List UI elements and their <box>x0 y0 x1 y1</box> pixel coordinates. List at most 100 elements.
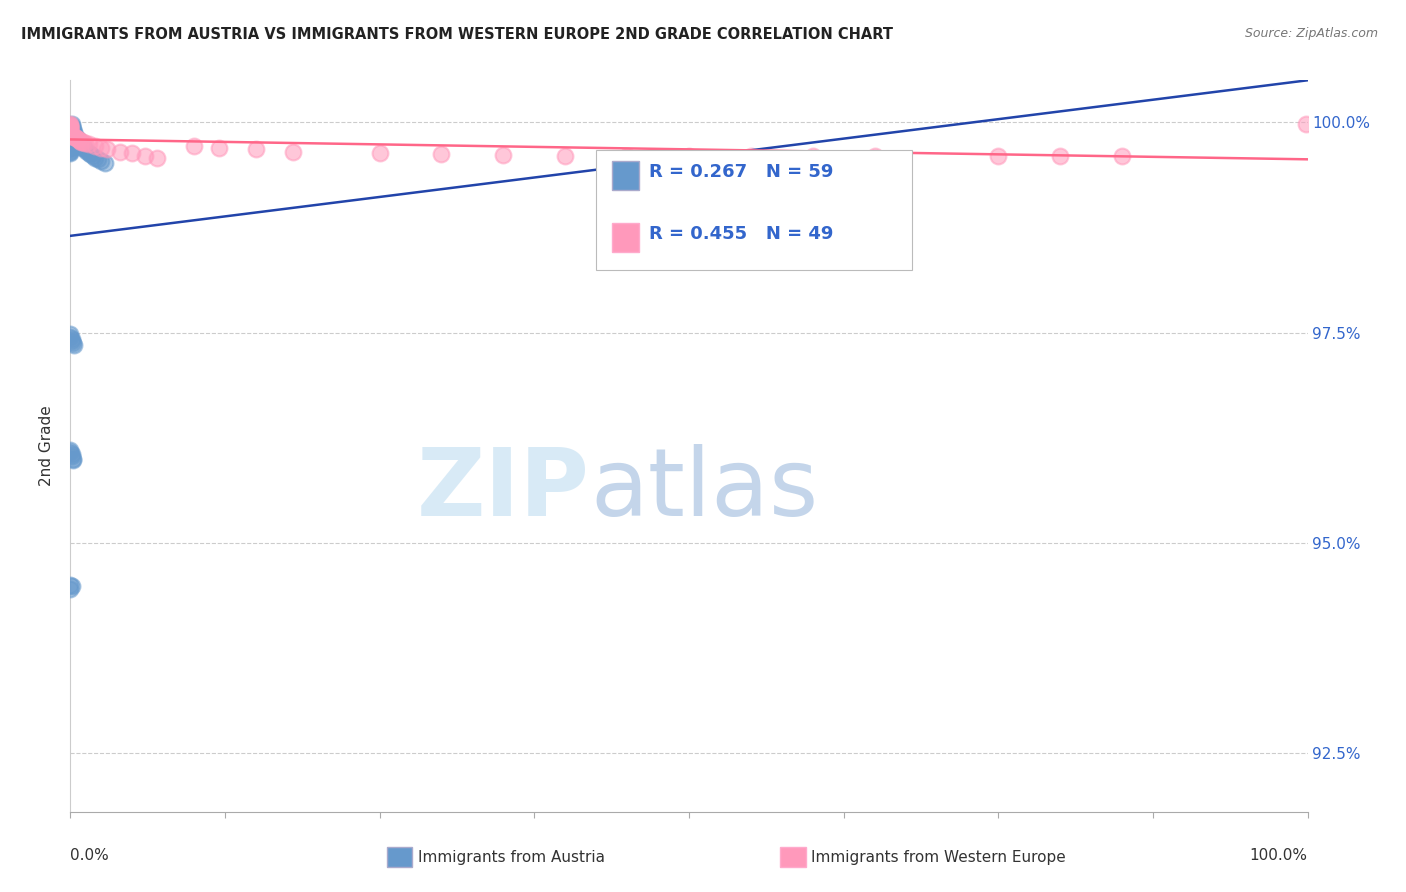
Point <box>59 145 82 159</box>
Point <box>70 137 93 152</box>
Point <box>59 329 82 343</box>
Point <box>430 147 453 161</box>
Y-axis label: 2nd Grade: 2nd Grade <box>39 406 55 486</box>
Point <box>616 149 638 163</box>
FancyBboxPatch shape <box>612 161 640 190</box>
Point <box>59 123 82 137</box>
Point <box>60 117 83 131</box>
Point <box>59 120 82 135</box>
Text: Immigrants from Austria: Immigrants from Austria <box>418 850 605 864</box>
Point <box>96 142 118 156</box>
Point <box>863 149 886 163</box>
Point <box>1049 149 1071 163</box>
Point <box>79 147 101 161</box>
Point <box>59 128 82 143</box>
Point <box>60 332 83 346</box>
Point <box>554 149 576 163</box>
Point <box>59 124 82 138</box>
Point <box>77 145 100 160</box>
Point <box>82 149 104 163</box>
Point <box>59 578 82 592</box>
Point <box>59 118 82 132</box>
Point <box>59 121 82 136</box>
Point <box>59 122 82 136</box>
Point <box>59 119 82 133</box>
Point <box>75 144 97 158</box>
Point <box>59 445 82 459</box>
Point <box>63 338 86 352</box>
Point <box>1111 149 1133 163</box>
Point <box>59 125 82 139</box>
Point <box>59 126 82 140</box>
Point <box>77 137 100 152</box>
Point <box>59 140 82 154</box>
Point <box>84 151 107 165</box>
Point <box>59 132 82 146</box>
Point <box>63 125 86 139</box>
Point <box>90 153 112 168</box>
Point <box>63 127 86 141</box>
Point <box>72 136 94 150</box>
Point <box>59 139 82 153</box>
Point <box>183 139 205 153</box>
Point <box>59 126 82 140</box>
Point <box>59 128 82 142</box>
Point <box>60 119 83 133</box>
Point <box>62 122 84 136</box>
Point <box>740 149 762 163</box>
Point <box>62 451 84 466</box>
Point <box>59 327 82 342</box>
Point <box>134 149 156 163</box>
Point <box>63 129 86 144</box>
Point <box>208 140 231 154</box>
Point <box>59 120 82 134</box>
Point <box>59 124 82 138</box>
Point <box>67 134 90 148</box>
Text: 100.0%: 100.0% <box>1250 848 1308 863</box>
Point <box>84 139 107 153</box>
Point <box>492 148 515 162</box>
Point <box>59 128 82 143</box>
Point <box>69 136 91 150</box>
Point <box>59 134 82 148</box>
Point <box>86 153 108 167</box>
Point <box>678 149 700 163</box>
Point <box>59 146 82 161</box>
Point <box>368 146 391 161</box>
Point <box>90 140 112 154</box>
FancyBboxPatch shape <box>596 150 911 270</box>
Point <box>75 142 97 156</box>
Text: R = 0.267   N = 59: R = 0.267 N = 59 <box>650 162 834 181</box>
Point <box>59 136 82 151</box>
Point <box>62 335 84 350</box>
Point <box>121 146 143 161</box>
Text: R = 0.455   N = 49: R = 0.455 N = 49 <box>650 225 834 243</box>
Point <box>108 145 131 159</box>
Point <box>62 124 84 138</box>
Point <box>59 142 82 156</box>
Point <box>59 117 82 131</box>
Text: Immigrants from Western Europe: Immigrants from Western Europe <box>811 850 1066 864</box>
Point <box>60 449 83 463</box>
Point <box>59 120 82 134</box>
Point <box>66 132 89 146</box>
Point <box>59 127 82 141</box>
Point <box>60 334 83 348</box>
Point <box>59 144 82 158</box>
Point <box>146 151 169 165</box>
Text: IMMIGRANTS FROM AUSTRIA VS IMMIGRANTS FROM WESTERN EUROPE 2ND GRADE CORRELATION : IMMIGRANTS FROM AUSTRIA VS IMMIGRANTS FR… <box>21 27 893 42</box>
Point <box>94 155 117 169</box>
Point <box>245 142 267 156</box>
Point <box>75 136 97 151</box>
Point <box>59 122 82 136</box>
FancyBboxPatch shape <box>612 223 640 252</box>
Point <box>60 120 83 135</box>
Point <box>72 139 94 153</box>
Point <box>60 447 83 461</box>
Point <box>1295 117 1317 131</box>
Text: ZIP: ZIP <box>418 444 591 536</box>
Point <box>67 133 90 147</box>
Point <box>59 125 82 139</box>
Point <box>66 132 89 146</box>
Text: Source: ZipAtlas.com: Source: ZipAtlas.com <box>1244 27 1378 40</box>
